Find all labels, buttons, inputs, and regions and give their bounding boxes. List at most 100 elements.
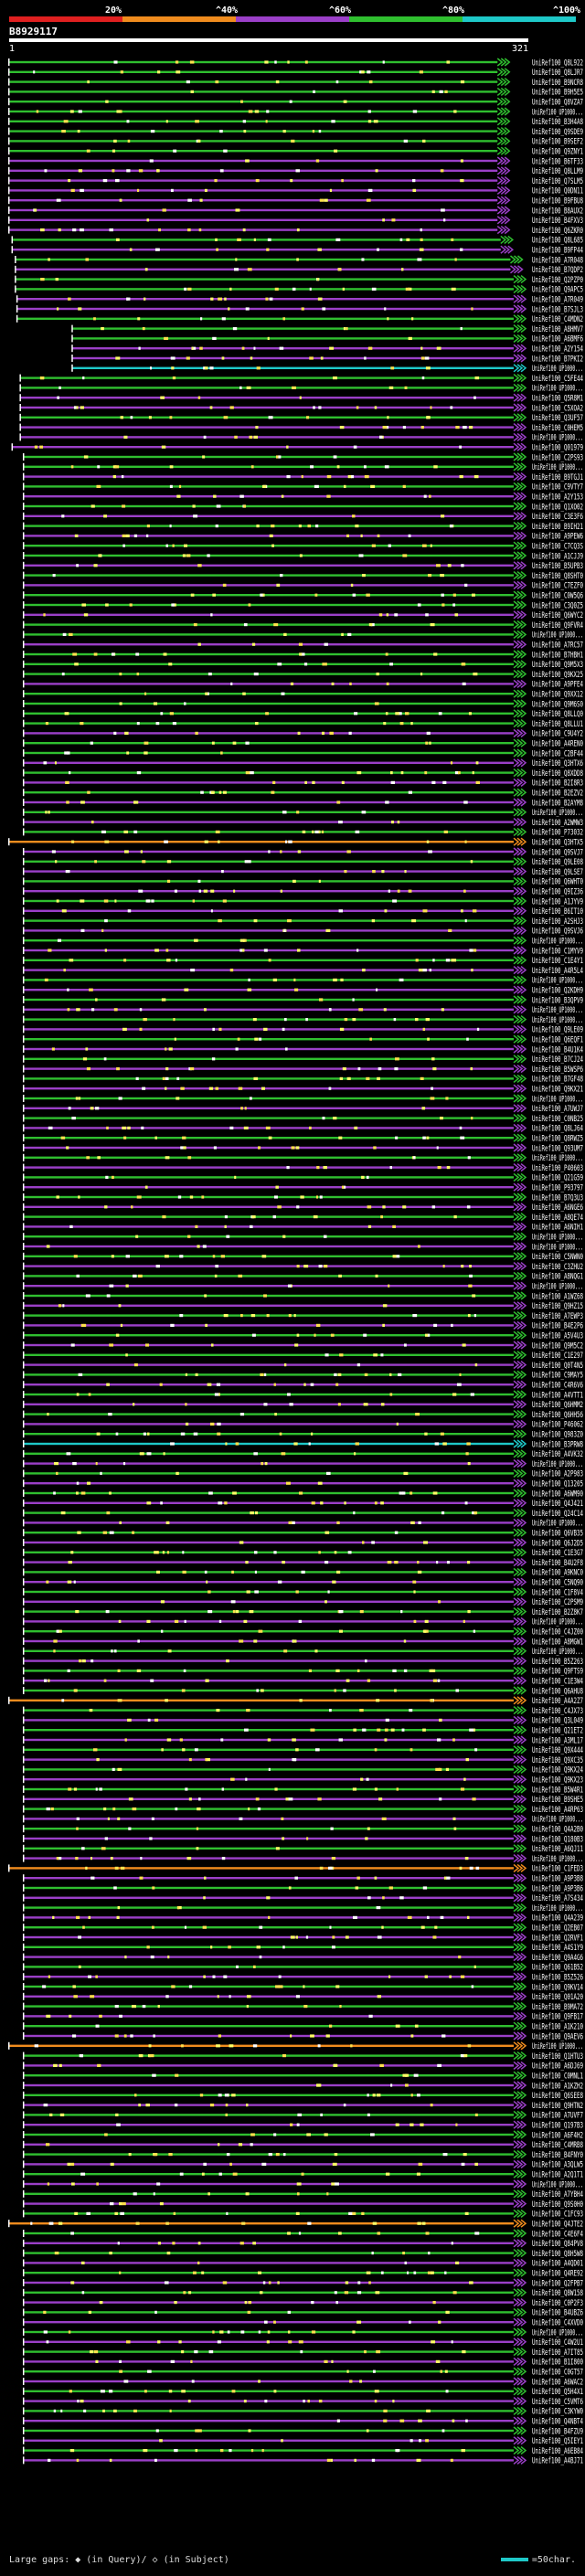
hit-id-label[interactable]: UniRef100_C5NWN0 bbox=[532, 1252, 583, 1262]
hit-id-label[interactable]: UniRef100_B3QPV9 bbox=[532, 995, 583, 1005]
hit-id-label[interactable]: UniRef100_Q3HTX6 bbox=[532, 758, 583, 769]
hit-id-label[interactable]: UniRef100_C1E3G7 bbox=[532, 1548, 583, 1558]
hit-id-label[interactable]: UniRef100_Q9SVJ6 bbox=[532, 927, 583, 937]
hit-id-label[interactable]: UniRef100_B5Z263 bbox=[532, 1657, 583, 1667]
hit-id-label[interactable]: UniRef100_A3ML17 bbox=[532, 1735, 583, 1745]
hit-id-label[interactable]: UniRef100_A4A2Z7 bbox=[532, 1696, 583, 1706]
hit-id-label[interactable]: UniRef100_A6EB84 bbox=[532, 2446, 583, 2456]
hit-id-label[interactable]: UniRef100_Q9KX24 bbox=[532, 1765, 583, 1776]
hit-id-label[interactable]: UniRef100_A2Y153 bbox=[532, 493, 583, 503]
hit-id-label[interactable]: UniRef100_B9NCR8 bbox=[532, 78, 583, 88]
hit-id-label[interactable]: UniRef100_A2Q1T1 bbox=[532, 2170, 583, 2180]
hit-id-label[interactable]: UniRef100_Q8LJR7 bbox=[532, 68, 583, 78]
hit-id-label[interactable]: UniRef100_A4QD01 bbox=[532, 2259, 583, 2269]
hit-id-label[interactable]: UniRef100_Q0T4N5 bbox=[532, 1361, 583, 1371]
hit-id-label[interactable]: UniRef100_Q0DN11 bbox=[532, 186, 583, 196]
hit-id-label[interactable]: UniRef100_C4JZ00 bbox=[532, 1627, 583, 1638]
hit-id-label[interactable]: UniRef100_Q3HTX5 bbox=[532, 838, 583, 848]
hit-id-label[interactable]: UniRef100_C7CQ3S bbox=[532, 542, 583, 552]
hit-id-label[interactable]: UniRef100_B5Z526 bbox=[532, 1973, 583, 1983]
hit-id-label[interactable]: UniRef100_P46062 bbox=[532, 1420, 583, 1430]
hit-id-label[interactable]: UniRef100_A3QLW5 bbox=[532, 2160, 583, 2170]
hit-id-label[interactable]: UniRef100_Q21ET2 bbox=[532, 1726, 583, 1736]
hit-id-label[interactable]: UniRef100_B9SEF2 bbox=[532, 137, 583, 147]
hit-id-label[interactable]: UniRef100_B5W4R1 bbox=[532, 1785, 583, 1795]
hit-id-label[interactable]: UniRef100_UP1000... bbox=[532, 1153, 583, 1163]
hit-id-label[interactable]: UniRef100_C5FE44 bbox=[532, 374, 583, 384]
hit-id-label[interactable]: UniRef100_Q9LE08 bbox=[532, 857, 583, 867]
hit-id-label[interactable]: UniRef100_C9MAY5 bbox=[532, 1371, 583, 1381]
hit-id-label[interactable]: UniRef100_B3PRW8 bbox=[532, 1439, 583, 1449]
hit-id-label[interactable]: UniRef100_Q24C14 bbox=[532, 1509, 583, 1519]
hit-id-label[interactable]: UniRef100_Q8SHT0 bbox=[532, 571, 583, 581]
hit-id-label[interactable]: UniRef100_B4U1K4 bbox=[532, 1044, 583, 1055]
hit-id-label[interactable]: UniRef100_B9TGJ1 bbox=[532, 472, 583, 482]
hit-id-label[interactable]: UniRef100_B7PKI2 bbox=[532, 354, 583, 364]
hit-id-label[interactable]: UniRef100_A7UVF7 bbox=[532, 2111, 583, 2121]
hit-id-label[interactable]: UniRef100_B4FNY0 bbox=[532, 2150, 583, 2160]
hit-id-label[interactable]: UniRef100_B9FBU8 bbox=[532, 196, 583, 207]
hit-id-label[interactable]: UniRef100_Q3UF57 bbox=[532, 413, 583, 423]
hit-id-label[interactable]: UniRef100_Q9FTS9 bbox=[532, 1667, 583, 1677]
hit-id-label[interactable]: UniRef100_A6NGE6 bbox=[532, 1203, 583, 1213]
hit-id-label[interactable]: UniRef100_UP1000... bbox=[532, 107, 583, 117]
hit-id-label[interactable]: UniRef100_Q9KV14 bbox=[532, 1982, 583, 1992]
hit-id-label[interactable]: UniRef100_C4MDN2 bbox=[532, 314, 583, 324]
hit-id-label[interactable]: UniRef100_A9P3B6 bbox=[532, 1883, 583, 1893]
hit-id-label[interactable]: UniRef100_Q9M5C2 bbox=[532, 1341, 583, 1351]
hit-id-label[interactable]: UniRef100_Q8L685 bbox=[532, 236, 583, 246]
hit-id-label[interactable]: UniRef100_B5WSP6 bbox=[532, 1065, 583, 1075]
hit-id-label[interactable]: UniRef100_B7CJ24 bbox=[532, 1055, 583, 1065]
hit-id-label[interactable]: UniRef100_Q9SVJ7 bbox=[532, 847, 583, 857]
hit-id-label[interactable]: UniRef100_C4XVD0 bbox=[532, 2318, 583, 2328]
hit-id-label[interactable]: UniRef100_Q9XX12 bbox=[532, 690, 583, 700]
hit-id-label[interactable]: UniRef100_UP1000... bbox=[532, 1282, 583, 1292]
hit-id-label[interactable]: UniRef100_A5V4U3 bbox=[532, 1331, 583, 1341]
hit-id-label[interactable]: UniRef100_Q6SEE8 bbox=[532, 2091, 583, 2101]
hit-id-label[interactable]: UniRef100_C3Q0Z5 bbox=[532, 600, 583, 610]
hit-id-label[interactable]: UniRef100_UP1000... bbox=[532, 631, 583, 641]
hit-id-label[interactable]: UniRef100_UP1000... bbox=[532, 462, 583, 472]
hit-id-label[interactable]: UniRef100_B9SHE5 bbox=[532, 1795, 583, 1805]
hit-id-label[interactable]: UniRef100_Q9M6S0 bbox=[532, 699, 583, 709]
hit-id-label[interactable]: UniRef100_A7EWP3 bbox=[532, 1311, 583, 1321]
hit-id-label[interactable]: UniRef100_Q3L049 bbox=[532, 1716, 583, 1726]
hit-id-label[interactable]: UniRef100_UP1000... bbox=[532, 1854, 583, 1864]
hit-id-label[interactable]: UniRef100_B9IH21 bbox=[532, 522, 583, 532]
hit-id-label[interactable]: UniRef100_B9H5E5 bbox=[532, 88, 583, 98]
hit-id-label[interactable]: UniRef100_Q21G59 bbox=[532, 1173, 583, 1183]
hit-id-label[interactable]: UniRef100_Q197B3 bbox=[532, 2121, 583, 2131]
hit-id-label[interactable]: UniRef100_C4R6V6 bbox=[532, 1381, 583, 1391]
hit-id-label[interactable]: UniRef100_Q13205 bbox=[532, 1479, 583, 1489]
hit-id-label[interactable]: UniRef100_Q8L922 bbox=[532, 58, 583, 68]
hit-id-label[interactable]: UniRef100_A6NIH1 bbox=[532, 1223, 583, 1233]
hit-id-label[interactable]: UniRef100_A7IT85 bbox=[532, 2348, 583, 2358]
hit-id-label[interactable]: UniRef100_A7R048 bbox=[532, 255, 583, 265]
hit-id-label[interactable]: UniRef100_B2Z8K7 bbox=[532, 1607, 583, 1617]
hit-id-label[interactable]: UniRef100_A4RP63 bbox=[532, 1805, 583, 1815]
hit-id-label[interactable]: UniRef100_A1K210 bbox=[532, 2022, 583, 2032]
hit-id-label[interactable]: UniRef100_C1E297 bbox=[532, 1351, 583, 1361]
hit-id-label[interactable]: UniRef100_UP1000... bbox=[532, 1459, 583, 1469]
hit-id-label[interactable]: UniRef100_Q6AHU8 bbox=[532, 1686, 583, 1696]
hit-id-label[interactable]: UniRef100_UP1000... bbox=[532, 2327, 583, 2337]
hit-id-label[interactable]: UniRef100_A6F4H2 bbox=[532, 2130, 583, 2140]
hit-id-label[interactable]: UniRef100_C1FC93 bbox=[532, 2210, 583, 2220]
hit-id-label[interactable]: UniRef100_Q6J2D5 bbox=[532, 1538, 583, 1548]
hit-id-label[interactable]: UniRef100_Q6HMM2 bbox=[532, 1400, 583, 1410]
hit-id-label[interactable]: UniRef100_Q9X444 bbox=[532, 1745, 583, 1755]
hit-id-label[interactable]: UniRef100_A2Y154 bbox=[532, 345, 583, 355]
hit-id-label[interactable]: UniRef100_A7RC57 bbox=[532, 641, 583, 651]
hit-id-label[interactable]: UniRef100_A2P983 bbox=[532, 1469, 583, 1479]
hit-id-label[interactable]: UniRef100_Q983Z0 bbox=[532, 1430, 583, 1440]
hit-id-label[interactable]: UniRef100_Q9XC35 bbox=[532, 1755, 583, 1765]
hit-id-label[interactable]: UniRef100_A8MGW1 bbox=[532, 1637, 583, 1647]
hit-id-label[interactable]: UniRef100_C4W2U1 bbox=[532, 2337, 583, 2348]
hit-id-label[interactable]: UniRef100_Q9FVR4 bbox=[532, 620, 583, 631]
hit-id-label[interactable]: UniRef100_Q8H5W8 bbox=[532, 2249, 583, 2259]
hit-id-label[interactable]: UniRef100_UP1000... bbox=[532, 1519, 583, 1529]
hit-id-label[interactable]: UniRef100_A4R5L4 bbox=[532, 966, 583, 976]
hit-id-label[interactable]: UniRef100_Q6HH56 bbox=[532, 1410, 583, 1420]
hit-id-label[interactable]: UniRef100_C0HEM5 bbox=[532, 423, 583, 433]
hit-id-label[interactable]: UniRef100_B7HBH1 bbox=[532, 650, 583, 660]
